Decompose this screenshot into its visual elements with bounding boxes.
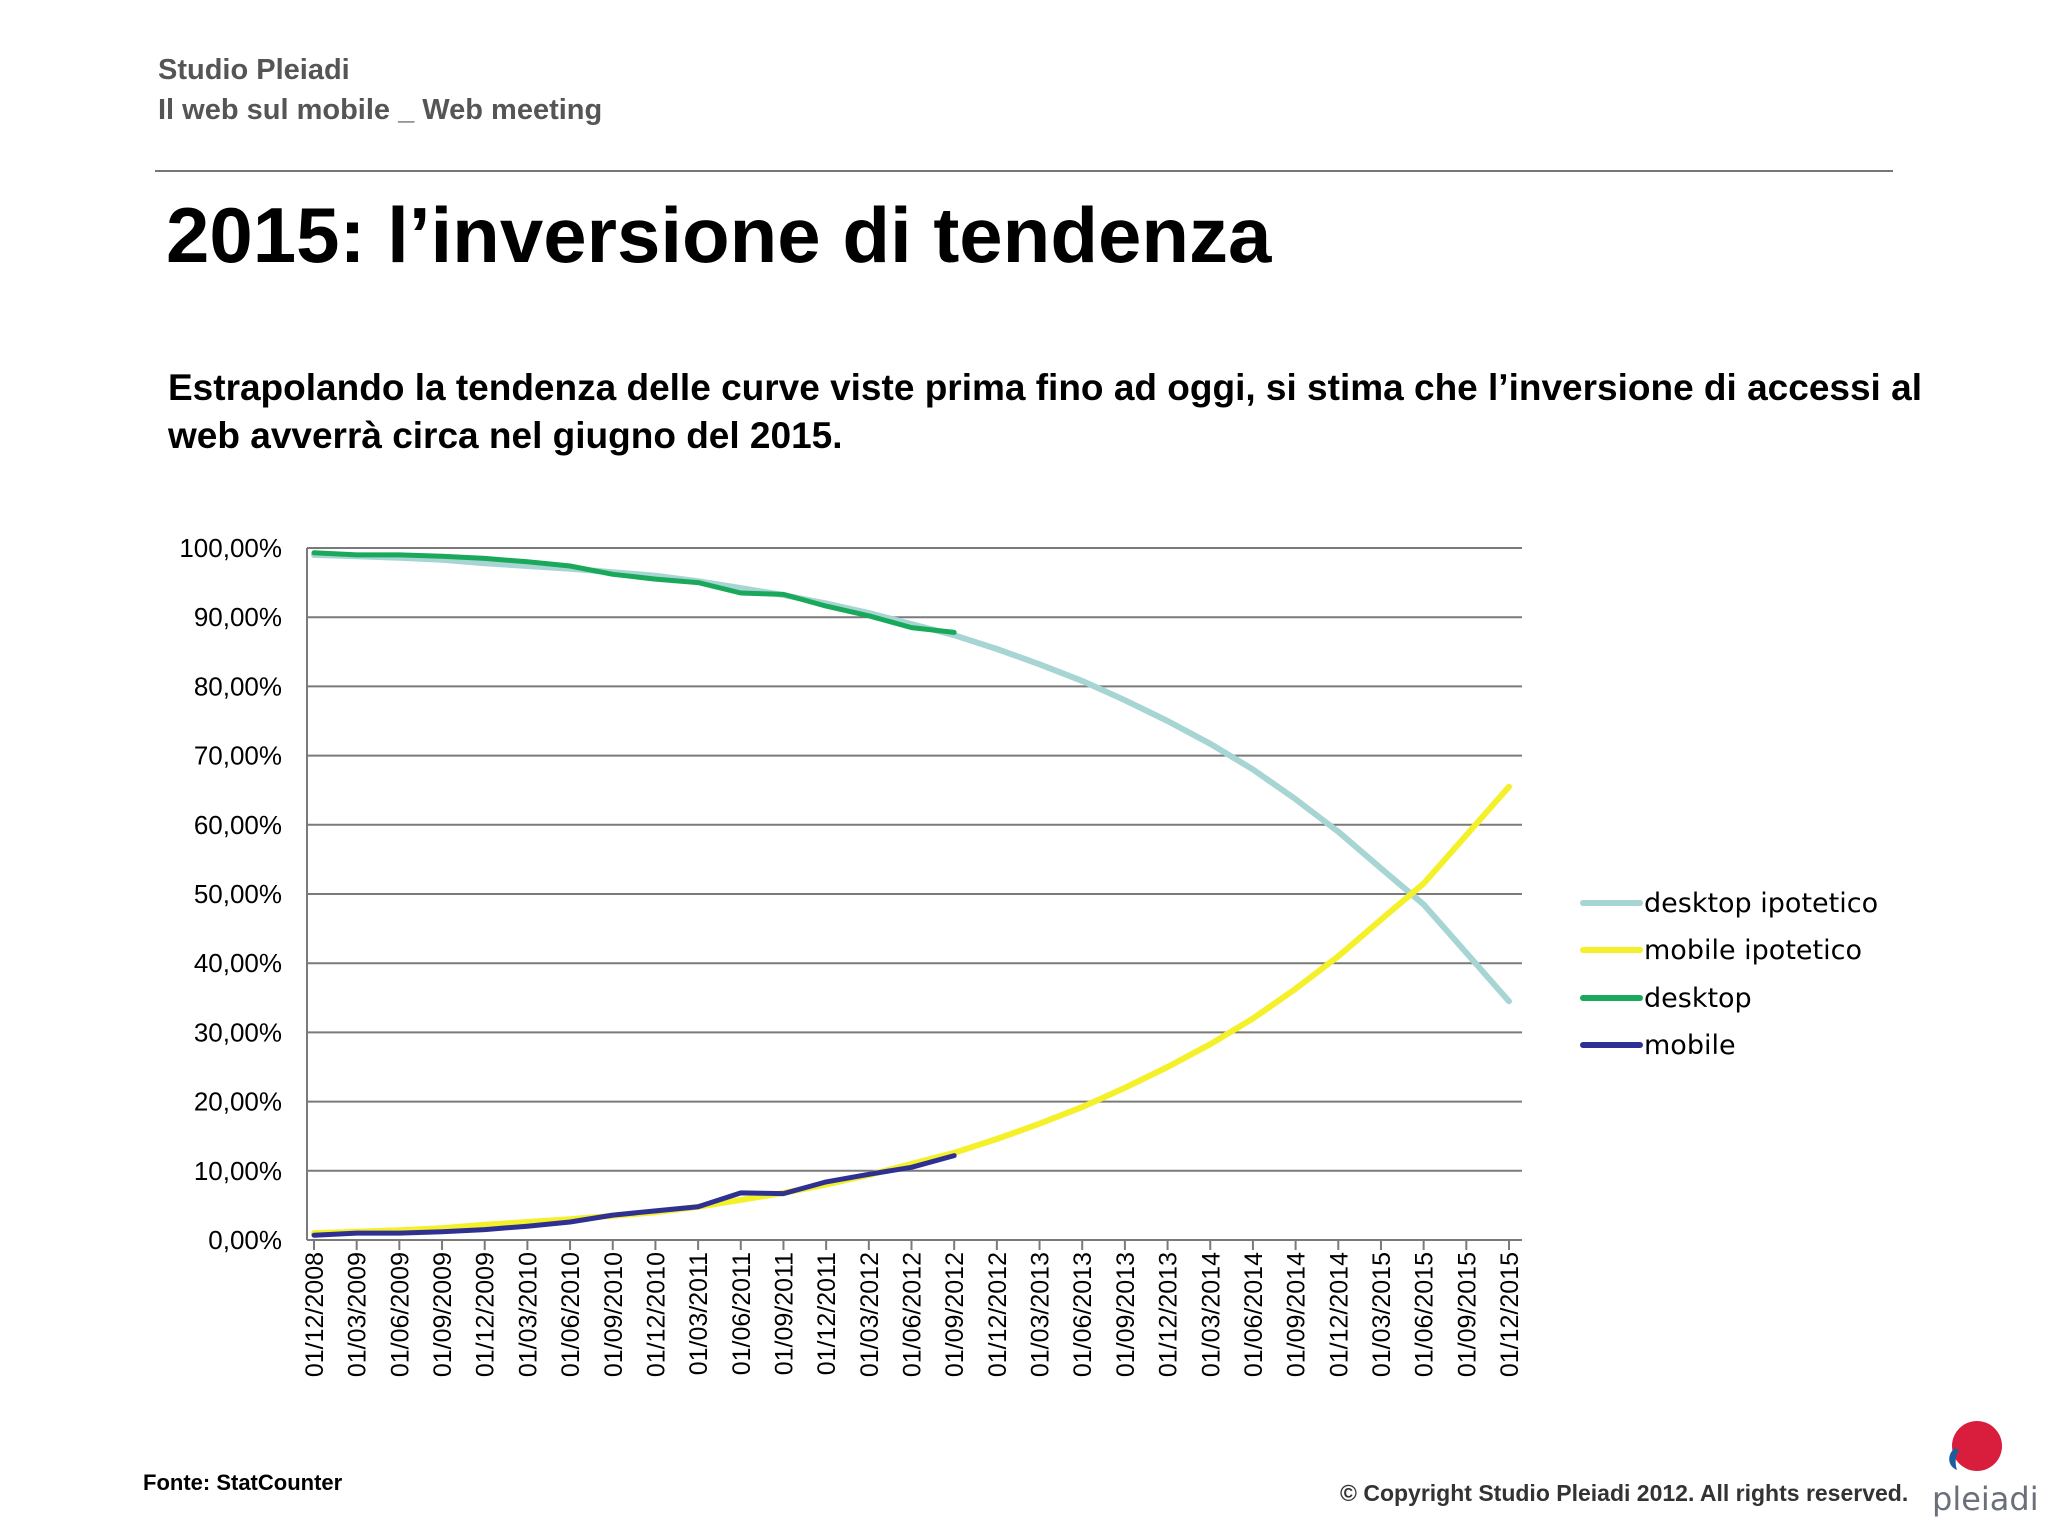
x-tick-label: 01/03/2010 (514, 1252, 542, 1377)
series-line-mobile-ipotetico (311, 783, 1512, 1237)
x-tick-label: 01/06/2009 (386, 1252, 414, 1377)
y-tick-label: 70,00% (194, 741, 282, 771)
x-tick-label: 01/06/2015 (1411, 1252, 1439, 1377)
x-tick-label: 01/03/2009 (344, 1252, 372, 1377)
x-tick-label: 01/12/2011 (813, 1252, 841, 1375)
x-tick-label: 01/06/2013 (1069, 1252, 1097, 1377)
y-tick-label: 100,00% (179, 533, 282, 563)
y-tick-label: 90,00% (194, 602, 282, 632)
x-tick-label: 01/03/2013 (1027, 1252, 1055, 1377)
x-tick-label: 01/09/2014 (1283, 1252, 1311, 1377)
y-tick-label: 40,00% (194, 948, 282, 978)
y-tick-label: 30,00% (194, 1017, 282, 1047)
x-tick-label: 01/12/2015 (1496, 1252, 1524, 1377)
pleiadi-logo-icon (1949, 1421, 2002, 1471)
copyright-note: © Copyright Studio Pleiadi 2012. All rig… (1340, 1480, 1909, 1506)
x-tick-label: 01/09/2010 (600, 1252, 628, 1377)
slide-title: 2015: l’inversione di tendenza (166, 191, 1272, 279)
x-tick-label: 01/03/2011 (685, 1252, 713, 1375)
trend-chart: 100,00% 90,00% 80,00% 70,00% 60,00% 50,00% 40,… (179, 533, 1878, 1377)
source-note: Fonte: StatCounter (143, 1470, 343, 1495)
y-tick-label: 50,00% (194, 879, 282, 909)
x-tick-label: 01/09/2013 (1112, 1252, 1140, 1377)
x-tick-label: 01/12/2012 (984, 1252, 1012, 1377)
x-tick-label: 01/03/2012 (856, 1252, 884, 1377)
y-tick-label: 0,00% (208, 1225, 282, 1255)
x-tick-label: 01/12/2013 (1155, 1252, 1183, 1377)
slide-lead: Estrapolando la tendenza delle curve vis… (168, 367, 1922, 456)
y-tick-label: 80,00% (194, 671, 282, 701)
legend-label: mobile ipotetico (1644, 935, 1862, 966)
legend-label: desktop (1644, 983, 1752, 1014)
header-org: Studio Pleiadi (158, 54, 350, 86)
y-tick-label: 20,00% (194, 1087, 282, 1117)
x-tick-label: 01/12/2010 (642, 1252, 670, 1377)
x-tick-label: 01/03/2015 (1368, 1252, 1396, 1377)
x-tick-label: 01/12/2008 (301, 1252, 329, 1377)
y-tick-label: 10,00% (194, 1156, 282, 1186)
series-line-desktop (311, 550, 957, 635)
x-tick-label: 01/06/2010 (557, 1252, 585, 1377)
x-tick-label: 01/09/2011 (770, 1252, 798, 1375)
x-tick-label: 01/09/2009 (429, 1252, 457, 1377)
series-line-desktop-ipotetico (311, 551, 1512, 1005)
x-tick-label: 01/06/2011 (728, 1252, 756, 1375)
header-subtitle: Il web sul mobile _ Web meeting (158, 94, 603, 126)
series-line-mobile (311, 1153, 957, 1238)
x-tick-label: 01/06/2012 (899, 1252, 927, 1377)
x-tick-label: 01/12/2009 (472, 1252, 500, 1377)
x-tick-label: 01/03/2014 (1197, 1252, 1225, 1377)
logo-wordmark: pleiadi (1932, 1480, 2039, 1518)
legend-label: mobile (1644, 1030, 1736, 1061)
x-tick-label: 01/12/2014 (1325, 1252, 1353, 1377)
x-tick-label: 01/06/2014 (1240, 1252, 1268, 1377)
x-tick-label: 01/09/2015 (1453, 1252, 1481, 1377)
header-divider (155, 170, 1893, 172)
legend-label: desktop ipotetico (1644, 888, 1878, 919)
x-tick-label: 01/09/2012 (941, 1252, 969, 1377)
y-tick-label: 60,00% (194, 810, 282, 840)
